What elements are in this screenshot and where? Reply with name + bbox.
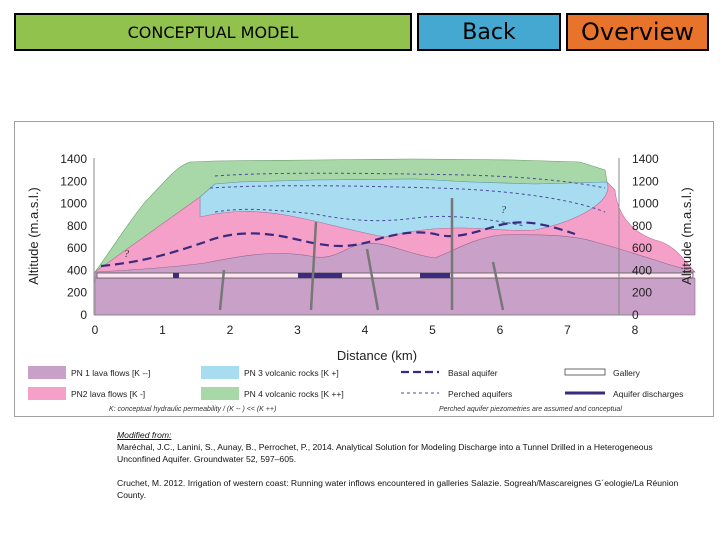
y-tick-label-left: 1000 (60, 197, 87, 211)
question-mark-left: ? (124, 249, 129, 260)
gallery-tunnel (96, 272, 694, 279)
legend-pn3-swatch (201, 366, 239, 379)
y-tick-label-right: 1000 (632, 197, 659, 211)
perched-aquifer-line-3 (214, 208, 526, 227)
conceptual-model-button[interactable]: CONCEPTUAL MODEL (14, 13, 412, 51)
y-axis-label-left: Altitude (m.a.s.l.) (26, 187, 41, 285)
x-tick-label: 8 (632, 323, 639, 337)
fault-line-1 (218, 269, 226, 311)
y-tick-label-left: 600 (67, 241, 87, 255)
fault-line-3 (365, 248, 380, 311)
overview-button[interactable]: Overview (566, 13, 709, 51)
y-tick-label-right: 0 (632, 308, 639, 322)
legend-pn4-label: PN 4 volcanic rocks [K ++] (244, 389, 344, 399)
x-tick-label: 7 (564, 323, 571, 337)
legend-pn1-label: PN 1 lava flows [K --] (71, 368, 150, 378)
y-tick-label-right: 1200 (632, 174, 659, 188)
right-y-tick-labels: 1400 1200 1000 800 600 400 200 0 (632, 152, 659, 322)
basal-aquifer-line (100, 221, 576, 268)
y-tick-label-right: 200 (632, 286, 652, 300)
x-tick-label: 6 (497, 323, 504, 337)
citation-block: Modified from: Maréchal, J.C., Lanini, S… (117, 429, 697, 501)
overview-label: Overview (581, 18, 694, 46)
question-mark-right: ? (501, 205, 506, 216)
legend-discharge-label: Aquifer discharges (613, 389, 683, 399)
y-tick-label-right: 1400 (632, 152, 659, 166)
legend-pn2-label: PN2 lava flows [K -] (71, 389, 145, 399)
legend-note-right: Perched aquifer piezometries are assumed… (439, 406, 622, 413)
citation-heading: Modified from: (117, 430, 172, 440)
aquifer-discharge-1 (173, 273, 179, 278)
legend-gallery-swatch (564, 368, 606, 376)
citation-reference-2: Cruchet, M. 2012. Irrigation of western … (117, 478, 679, 500)
legend-pn2-swatch (28, 387, 66, 400)
y-tick-label-left: 1200 (60, 174, 87, 188)
conceptual-model-label: CONCEPTUAL MODEL (127, 22, 299, 42)
legend-pn1-swatch (28, 366, 66, 379)
y-tick-label-right: 400 (632, 263, 652, 277)
fault-line-5 (491, 261, 505, 311)
x-tick-label: 5 (429, 323, 436, 337)
y-tick-label-right: 600 (632, 241, 652, 255)
x-tick-label: 3 (294, 323, 301, 337)
y-tick-label-left: 1400 (60, 152, 87, 166)
legend-perched-label: Perched aquifers (448, 389, 512, 399)
perched-aquifer-line-1 (214, 172, 606, 189)
x-tick-label: 0 (92, 323, 99, 337)
perched-aquifer-line-2 (209, 185, 606, 213)
back-label: Back (462, 19, 516, 45)
conceptual-model-figure: ? ? 1400 1200 1000 800 600 400 200 0 1400 1200 10… (14, 121, 714, 417)
x-tick-label: 4 (362, 323, 369, 337)
y-tick-label-left: 200 (67, 286, 87, 300)
legend-pn4-swatch (201, 387, 239, 400)
x-tick-labels: 0 1 2 3 4 5 6 7 8 (92, 323, 639, 337)
y-tick-label-left: 400 (67, 263, 87, 277)
legend-pn3-label: PN 3 volcanic rocks [K +] (244, 368, 339, 378)
legend-gallery-label: Gallery (613, 368, 641, 378)
x-tick-label: 1 (159, 323, 166, 337)
y-tick-label-left: 800 (67, 219, 87, 233)
x-tick-label: 2 (227, 323, 234, 337)
aquifer-discharge-2 (298, 273, 342, 278)
legend-basal-label: Basal aquifer (448, 368, 498, 378)
y-tick-label-right: 800 (632, 219, 652, 233)
citation-spacer (117, 465, 697, 477)
citation-reference-1: Maréchal, J.C., Lanini, S., Aunay, B., P… (117, 442, 653, 464)
left-y-tick-labels: 1400 1200 1000 800 600 400 200 0 (60, 152, 87, 322)
pn1-deep-layer (94, 277, 696, 316)
legend-note-left: K: conceptual hydraulic permeability / (… (109, 406, 276, 413)
pn1-layer (94, 234, 696, 283)
x-axis-label: Distance (km) (337, 348, 417, 363)
back-button[interactable]: Back (417, 13, 561, 51)
y-axis-label-right: Altitude (m.a.s.l.) (679, 187, 694, 285)
fault-line-2 (309, 221, 318, 311)
y-tick-label-left: 0 (80, 308, 87, 322)
aquifer-discharge-3 (420, 273, 450, 278)
